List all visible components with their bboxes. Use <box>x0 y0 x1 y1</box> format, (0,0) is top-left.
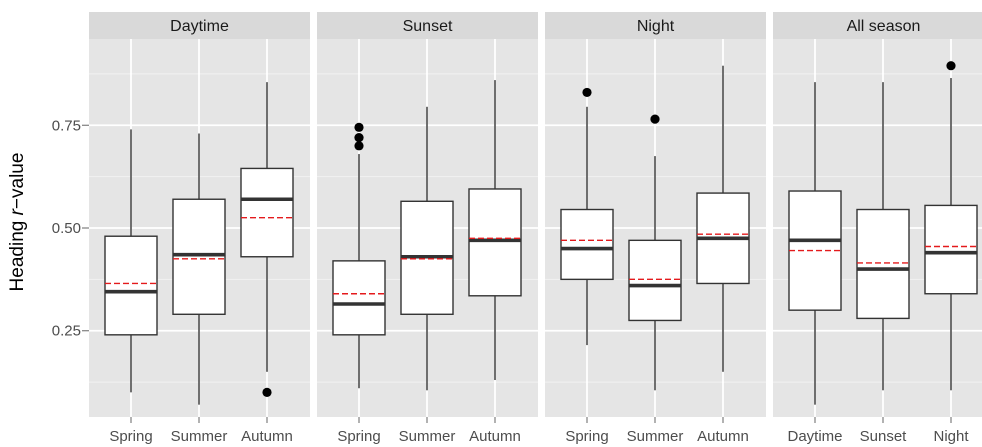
x-tick-label: Spring <box>109 428 152 445</box>
iqr-box <box>628 239 682 322</box>
x-tick-label: Summer <box>171 428 228 445</box>
x-tick-label: Sunset <box>860 428 908 445</box>
x-tick-label: Autumn <box>697 428 749 445</box>
outlier-point <box>354 133 364 143</box>
y-tick-label: 0.75 <box>52 117 81 134</box>
x-tick-label: Autumn <box>469 428 521 445</box>
iqr-box <box>172 198 226 315</box>
iqr-box <box>468 188 522 297</box>
facet-strip <box>773 12 982 39</box>
outlier-point <box>946 61 956 71</box>
facet-strip-label: Sunset <box>403 18 453 35</box>
facet-strip <box>89 12 310 39</box>
iqr-box <box>560 208 614 281</box>
facet-strip-label: Daytime <box>170 18 229 35</box>
y-tick-label: 0.25 <box>52 323 81 340</box>
iqr-box <box>332 260 386 336</box>
facet-strip <box>317 12 538 39</box>
x-tick-label: Spring <box>337 428 380 445</box>
outlier-point <box>650 114 660 124</box>
iqr-box <box>240 167 294 258</box>
x-tick-label: Daytime <box>787 428 842 445</box>
outlier-point <box>582 87 592 98</box>
outlier-point <box>354 141 364 151</box>
iqr-box <box>856 208 910 320</box>
x-tick-label: Summer <box>627 428 684 445</box>
y-tick-label: 0.50 <box>52 220 81 237</box>
facet-strip <box>545 12 766 39</box>
x-tick-label: Night <box>933 428 969 445</box>
x-tick-label: Spring <box>565 428 608 445</box>
outlier-point <box>262 387 272 397</box>
y-axis-title: Heading r−value <box>7 153 28 292</box>
iqr-box <box>788 190 842 311</box>
x-tick-label: Autumn <box>241 428 293 445</box>
iqr-box <box>924 204 978 295</box>
iqr-box <box>104 235 158 336</box>
facet-strip-label: Night <box>637 18 675 35</box>
outlier-point <box>354 122 364 132</box>
x-tick-label: Summer <box>399 428 456 445</box>
facet-strip-label: All season <box>847 18 921 35</box>
